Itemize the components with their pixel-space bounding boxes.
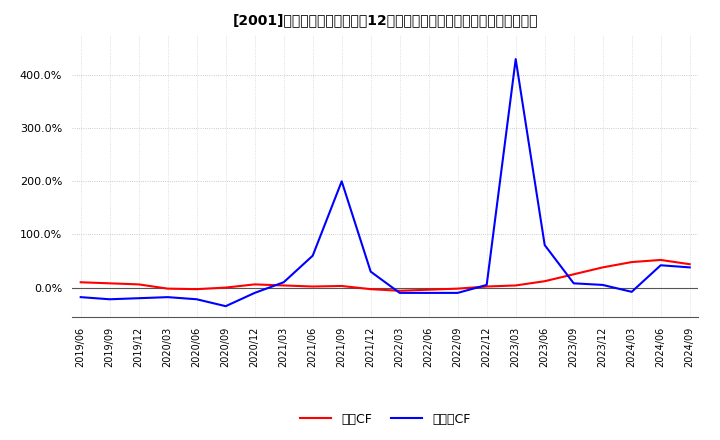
フリーCF <box>135 296 143 301</box>
フリーCF <box>279 280 288 285</box>
Line: 営業CF: 営業CF <box>81 260 690 291</box>
フリーCF <box>105 297 114 302</box>
営業CF <box>192 286 201 292</box>
営業CF <box>338 283 346 289</box>
営業CF <box>685 261 694 267</box>
Legend: 営業CF, フリーCF: 営業CF, フリーCF <box>295 407 475 430</box>
営業CF <box>454 286 462 291</box>
営業CF <box>76 280 85 285</box>
営業CF <box>308 284 317 289</box>
フリーCF <box>395 290 404 296</box>
フリーCF <box>511 56 520 62</box>
営業CF <box>105 281 114 286</box>
営業CF <box>221 285 230 290</box>
フリーCF <box>454 290 462 296</box>
フリーCF <box>657 263 665 268</box>
営業CF <box>279 283 288 288</box>
営業CF <box>511 283 520 288</box>
フリーCF <box>598 282 607 288</box>
フリーCF <box>251 290 259 296</box>
フリーCF <box>163 294 172 300</box>
営業CF <box>541 279 549 284</box>
フリーCF <box>76 294 85 300</box>
フリーCF <box>338 179 346 184</box>
営業CF <box>657 257 665 263</box>
フリーCF <box>424 290 433 296</box>
営業CF <box>366 286 375 292</box>
フリーCF <box>482 282 491 288</box>
フリーCF <box>570 281 578 286</box>
フリーCF <box>221 304 230 309</box>
フリーCF <box>685 265 694 270</box>
フリーCF <box>366 269 375 274</box>
フリーCF <box>192 297 201 302</box>
フリーCF <box>541 242 549 248</box>
営業CF <box>570 271 578 277</box>
営業CF <box>163 286 172 291</box>
Title: [2001]　キャッシュフローの12か月移動合計の対前年同期増減率の推移: [2001] キャッシュフローの12か月移動合計の対前年同期増減率の推移 <box>233 13 538 27</box>
営業CF <box>424 287 433 292</box>
営業CF <box>598 265 607 270</box>
営業CF <box>627 260 636 265</box>
Line: フリーCF: フリーCF <box>81 59 690 306</box>
営業CF <box>135 282 143 287</box>
営業CF <box>395 288 404 293</box>
営業CF <box>251 282 259 287</box>
フリーCF <box>308 253 317 258</box>
フリーCF <box>627 289 636 294</box>
営業CF <box>482 284 491 289</box>
